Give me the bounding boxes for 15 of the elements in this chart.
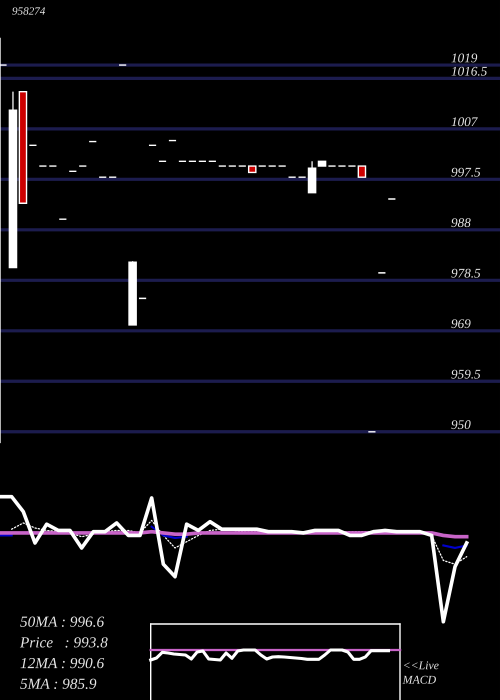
y-tick-label: 950 [451,420,471,430]
text: Price : 993.8 [20,637,108,648]
y-tick-label: 969 [451,319,471,328]
y-tick-label: 1016.5 [451,66,487,76]
text: 12MA : 990.6 [20,658,104,668]
y-tick-label: 997.5 [451,168,480,177]
chart-title: 958274 [12,7,46,15]
y-tick-label: 988 [451,218,471,228]
y-tick-label: 1019 [451,53,478,62]
y-tick-label: 959.5 [451,370,480,379]
y-tick-label: 978.5 [451,268,480,278]
text: <<Live MACD [402,661,439,684]
y-tick-label: 1007 [451,117,478,126]
annotation: 50MA : 996.6 [20,616,104,627]
text: 5MA : 985.9 [20,678,96,689]
